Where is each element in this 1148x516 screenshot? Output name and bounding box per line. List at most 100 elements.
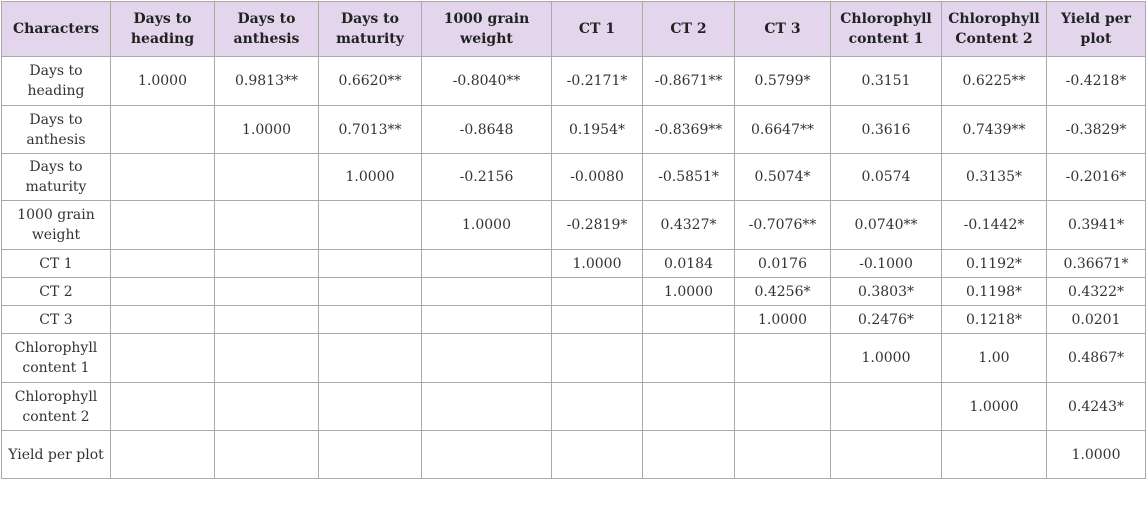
cell: 0.4867* xyxy=(1046,333,1146,383)
cell xyxy=(214,333,319,383)
cell: 1.00 xyxy=(941,333,1047,383)
cell xyxy=(941,430,1047,479)
cell xyxy=(551,382,643,431)
cell: -0.5851* xyxy=(642,153,735,201)
row-label: 1000 grain weight xyxy=(1,200,111,250)
header-cell: Yield per plot xyxy=(1046,1,1146,57)
row-label: CT 1 xyxy=(1,249,111,278)
cell xyxy=(110,200,215,250)
cell: 1.0000 xyxy=(214,105,319,154)
cell: -0.8040** xyxy=(421,56,552,106)
row-label: Chlorophyll content 1 xyxy=(1,333,111,383)
cell: 0.3616 xyxy=(830,105,942,154)
cell xyxy=(318,277,422,306)
cell xyxy=(214,305,319,334)
cell: -0.1000 xyxy=(830,249,942,278)
cell: 0.3135* xyxy=(941,153,1047,201)
cell: 1.0000 xyxy=(642,277,735,306)
table-body: Days to heading 1.0000 0.9813** 0.6620** -0.… xyxy=(1,56,1146,479)
header-row: Characters Days to heading Days to anthesi… xyxy=(1,1,1146,57)
cell: 0.7013** xyxy=(318,105,422,154)
header-cell: Characters xyxy=(1,1,111,57)
cell: 0.1192* xyxy=(941,249,1047,278)
row-label: Days to heading xyxy=(1,56,111,106)
cell: 0.9813** xyxy=(214,56,319,106)
cell: 0.2476* xyxy=(830,305,942,334)
cell xyxy=(318,430,422,479)
row-label: CT 3 xyxy=(1,305,111,334)
cell: 0.4327* xyxy=(642,200,735,250)
cell xyxy=(551,430,643,479)
cell xyxy=(642,430,735,479)
cell xyxy=(318,200,422,250)
cell: 1.0000 xyxy=(110,56,215,106)
header-cell: Days to heading xyxy=(110,1,215,57)
table-row: CT 3 1.0000 0.2476* 0.1218* 0.0201 xyxy=(1,305,1146,334)
cell: 0.6620** xyxy=(318,56,422,106)
cell xyxy=(110,277,215,306)
cell xyxy=(214,153,319,201)
cell xyxy=(110,333,215,383)
cell: 0.4322* xyxy=(1046,277,1146,306)
cell xyxy=(421,249,552,278)
table-row: Yield per plot 1.0000 xyxy=(1,430,1146,479)
cell: 1.0000 xyxy=(551,249,643,278)
cell: 0.0201 xyxy=(1046,305,1146,334)
cell: -0.2156 xyxy=(421,153,552,201)
cell xyxy=(110,153,215,201)
cell: 1.0000 xyxy=(734,305,831,334)
cell: 0.5074* xyxy=(734,153,831,201)
table-row: 1000 grain weight 1.0000 -0.2819* 0.4327* -0… xyxy=(1,200,1146,250)
table-row: CT 2 1.0000 0.4256* 0.3803* 0.1198* 0.4322* xyxy=(1,277,1146,306)
cell xyxy=(110,430,215,479)
header-cell: Days to maturity xyxy=(318,1,422,57)
cell: 0.0574 xyxy=(830,153,942,201)
cell xyxy=(421,333,552,383)
cell: -0.7076** xyxy=(734,200,831,250)
cell xyxy=(642,333,735,383)
cell xyxy=(318,249,422,278)
cell xyxy=(214,249,319,278)
cell: -0.2016* xyxy=(1046,153,1146,201)
cell: 0.1954* xyxy=(551,105,643,154)
cell: -0.3829* xyxy=(1046,105,1146,154)
row-label: Chlorophyll content 2 xyxy=(1,382,111,431)
cell: 0.4256* xyxy=(734,277,831,306)
cell: -0.1442* xyxy=(941,200,1047,250)
cell: -0.8369** xyxy=(642,105,735,154)
row-label: Days to anthesis xyxy=(1,105,111,154)
cell: -0.8648 xyxy=(421,105,552,154)
cell xyxy=(551,305,643,334)
cell: -0.2171* xyxy=(551,56,643,106)
cell: 0.3803* xyxy=(830,277,942,306)
cell: 0.0740** xyxy=(830,200,942,250)
cell: 0.6647** xyxy=(734,105,831,154)
cell xyxy=(421,382,552,431)
cell: 0.0176 xyxy=(734,249,831,278)
cell: 0.5799* xyxy=(734,56,831,106)
cell xyxy=(551,277,643,306)
row-label: CT 2 xyxy=(1,277,111,306)
cell: 1.0000 xyxy=(830,333,942,383)
table-row: Days to anthesis 1.0000 0.7013** -0.8648 0.1… xyxy=(1,105,1146,154)
header-cell: CT 2 xyxy=(642,1,735,57)
cell xyxy=(734,333,831,383)
cell: 0.6225** xyxy=(941,56,1047,106)
cell xyxy=(110,105,215,154)
header-cell: Days to anthesis xyxy=(214,1,319,57)
cell: 1.0000 xyxy=(421,200,552,250)
cell xyxy=(110,382,215,431)
table-row: Days to heading 1.0000 0.9813** 0.6620** -0.… xyxy=(1,56,1146,106)
cell: 0.0184 xyxy=(642,249,735,278)
cell: 0.3151 xyxy=(830,56,942,106)
cell xyxy=(214,277,319,306)
cell: 0.36671* xyxy=(1046,249,1146,278)
cell: -0.4218* xyxy=(1046,56,1146,106)
cell xyxy=(830,382,942,431)
cell xyxy=(642,382,735,431)
cell xyxy=(830,430,942,479)
correlation-table: Characters Days to heading Days to anthesi… xyxy=(1,1,1146,479)
cell: 0.3941* xyxy=(1046,200,1146,250)
cell xyxy=(110,305,215,334)
row-label: Yield per plot xyxy=(1,430,111,479)
